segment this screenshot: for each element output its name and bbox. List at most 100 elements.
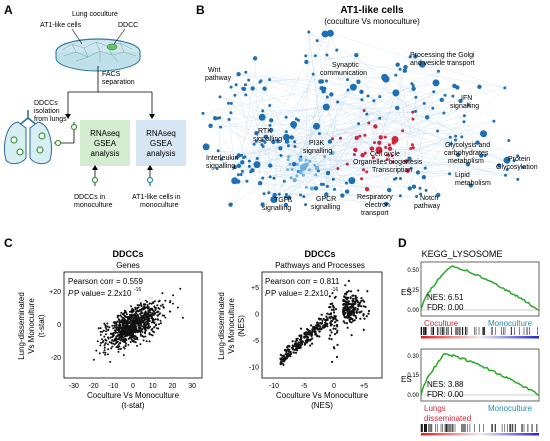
network-edge <box>316 94 332 127</box>
gene-point <box>150 328 153 331</box>
network-node <box>383 135 387 139</box>
gene-point <box>146 317 149 320</box>
gene-point <box>116 316 119 319</box>
box2-line2: GSEA <box>150 139 173 148</box>
network-node <box>301 173 305 177</box>
network-node <box>354 53 359 58</box>
pathway-point <box>356 308 359 311</box>
network-node <box>245 179 249 183</box>
gene-point <box>135 310 138 313</box>
pathway-point <box>345 291 348 294</box>
network-node <box>321 89 326 94</box>
network-edge <box>259 94 332 184</box>
gene-point <box>98 352 101 355</box>
network-edge <box>230 112 506 176</box>
network-node <box>236 153 241 158</box>
gene-point <box>164 299 167 302</box>
pathways-ytick: +5 <box>251 285 259 292</box>
gsea-bottom-hits <box>420 424 538 432</box>
pathway-point <box>328 337 331 340</box>
network-node <box>346 78 349 82</box>
gene-point <box>153 318 156 321</box>
network-node <box>258 113 266 121</box>
network-node <box>330 150 335 156</box>
gene-point <box>121 327 124 330</box>
network-node <box>336 167 340 171</box>
gene-point <box>113 326 116 329</box>
network-title: AT1-like cells <box>340 5 404 16</box>
pathway-point <box>360 305 363 308</box>
gene-point <box>144 325 147 328</box>
network-node <box>292 125 296 129</box>
network-edge <box>317 40 408 171</box>
pathways-ytick: -5 <box>253 338 259 345</box>
panel-a-letter: A <box>4 3 13 17</box>
pathway-point <box>299 346 302 349</box>
network-node <box>286 168 290 172</box>
gene-point <box>140 334 142 337</box>
gene-point <box>102 351 105 354</box>
label-interleukin-1: Interleukin <box>206 155 238 162</box>
network-node <box>236 179 241 184</box>
pathway-point <box>332 327 335 330</box>
pathways-ylabel: Lung-disseminated Vs Monoculture (NES) <box>217 292 246 360</box>
pathway-point <box>359 317 362 320</box>
genes-title-1: DDCCs <box>112 249 143 259</box>
gene-point <box>179 287 182 290</box>
network-subtitle: (coculture Vs monoculture) <box>324 17 420 26</box>
gene-point <box>106 325 109 328</box>
gene-point <box>118 345 121 348</box>
pathway-point <box>362 305 365 308</box>
network-node <box>290 121 298 128</box>
genes-xtick: 10 <box>149 383 157 390</box>
gene-point <box>122 323 125 325</box>
gene-point <box>172 302 174 305</box>
pathway-point <box>331 292 334 295</box>
pathway-point <box>364 305 367 308</box>
network-node <box>261 176 265 180</box>
pathway-point <box>295 343 298 346</box>
pathway-point <box>367 312 370 315</box>
gsea-top-ytick-3: 0.00 <box>407 308 419 314</box>
gene-point <box>158 313 161 316</box>
gene-point <box>136 304 139 307</box>
network-edge <box>288 87 354 157</box>
gsea-bottom-right-label: Monoculture <box>488 404 533 413</box>
pathways-pearson: Pearson corr = 0.811 <box>265 277 340 286</box>
network-node <box>233 93 237 97</box>
network-node <box>313 163 317 167</box>
label-resp-1: Respiratory <box>357 194 393 201</box>
network-node <box>421 175 426 180</box>
network-node <box>452 83 457 89</box>
network-edge <box>300 126 317 160</box>
pathway-point <box>300 327 303 330</box>
network-edge <box>228 95 236 120</box>
pathway-point <box>366 290 369 293</box>
box2-line1: RNAseq <box>146 129 176 138</box>
network-node <box>261 109 265 113</box>
network-edge <box>303 135 365 197</box>
pathway-point <box>308 338 311 342</box>
network-edge <box>356 55 413 113</box>
network-node <box>521 165 525 169</box>
gene-point <box>118 338 120 341</box>
pathway-point <box>332 317 335 321</box>
pathway-point <box>329 329 332 332</box>
isolation-label-2: isolation <box>34 108 60 115</box>
network-node <box>395 62 400 67</box>
gsea-top-ytick-1: 0.50 <box>407 268 419 274</box>
gene-point <box>116 326 119 329</box>
network-node <box>295 162 299 166</box>
gene-point <box>111 336 114 338</box>
network-node <box>335 48 339 52</box>
pathway-point <box>311 337 314 340</box>
pathway-point <box>329 305 332 309</box>
pathways-ylabel-3: (NES) <box>237 315 246 337</box>
network-node <box>304 158 308 162</box>
genes-ylabel-1: Lung-disseminated <box>17 292 26 360</box>
network-node <box>239 173 243 176</box>
pathway-point <box>350 321 353 324</box>
gene-point <box>127 334 130 336</box>
gene-point <box>145 340 148 343</box>
